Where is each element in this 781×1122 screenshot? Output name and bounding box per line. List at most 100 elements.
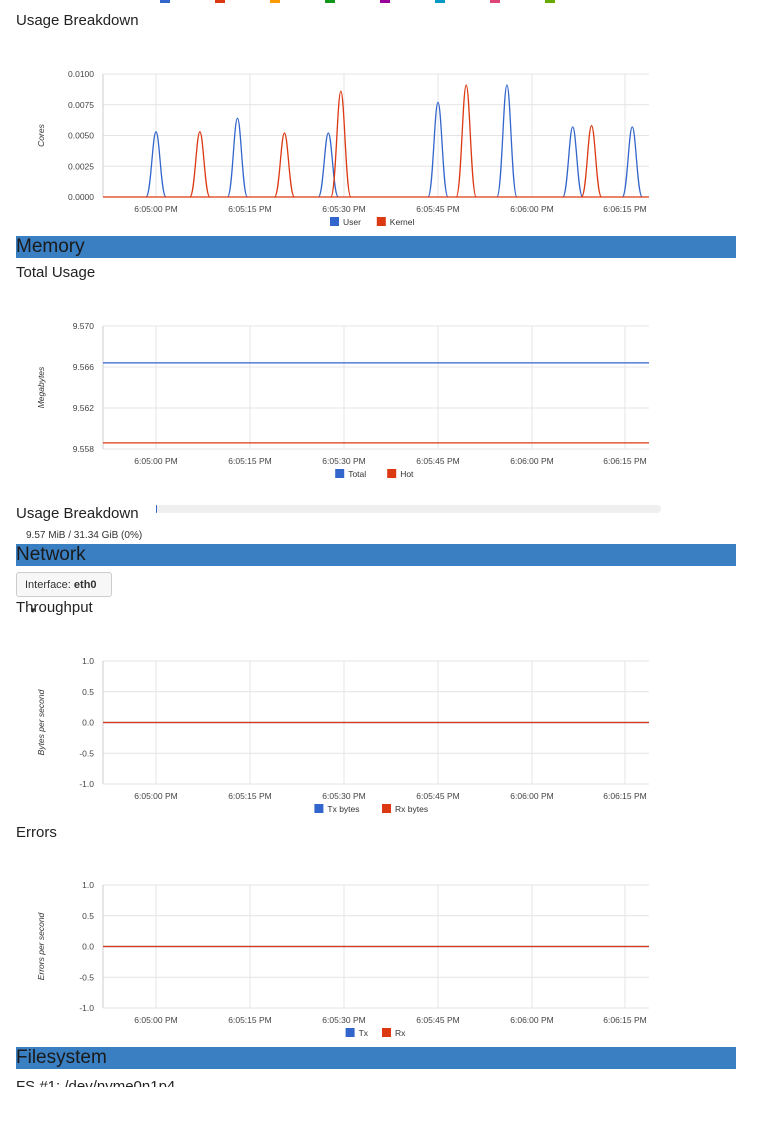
legend-swatch: [382, 1028, 391, 1037]
x-tick-label: 6:06:00 PM: [510, 204, 553, 214]
series-peak-user: [621, 126, 643, 198]
series-peak-kernel: [455, 84, 477, 198]
legend-swatch: [335, 469, 345, 478]
memory-section-title: Memory: [16, 236, 736, 258]
y-tick-label: 1.0: [82, 656, 94, 666]
series-peak-kernel: [189, 131, 211, 198]
x-tick-label: 6:05:00 PM: [134, 791, 177, 801]
filesystem-fs-label: FS #1: /dev/nvme0n1p4: [16, 1078, 176, 1087]
legend-swatch: [325, 0, 336, 3]
y-tick-label: -0.5: [79, 972, 94, 982]
legend-label: Total: [348, 469, 366, 479]
legend-swatch: [545, 0, 556, 3]
legend-core-5: Core 5: [435, 0, 476, 3]
legend-core-3: Core 3: [325, 0, 366, 3]
y-tick-label: 9.566: [73, 362, 95, 372]
y-tick-label: -1.0: [79, 1003, 94, 1013]
legend-label: Hot: [400, 469, 414, 479]
x-tick-label: 6:06:15 PM: [603, 456, 646, 466]
memory-total-usage-heading: Total Usage: [16, 264, 96, 281]
legend-label: Tx bytes: [327, 804, 359, 814]
x-tick-label: 6:05:30 PM: [322, 791, 365, 801]
y-tick-label: 0.0100: [68, 69, 94, 79]
legend-label: Core 6: [504, 0, 531, 2]
interface-dropdown[interactable]: Interface: eth0 ▼: [16, 572, 112, 615]
legend-core-0: Core 0: [160, 0, 201, 3]
legend-swatch: [435, 0, 446, 3]
x-tick-label: 6:06:15 PM: [603, 791, 646, 801]
cpu-usage-breakdown-heading: Usage Breakdown: [16, 12, 139, 29]
legend-label: Core 7: [559, 0, 586, 2]
series-peak-kernel: [273, 132, 296, 198]
x-tick-label: 6:05:15 PM: [228, 1015, 271, 1025]
network-throughput-chart: 1.0 0.5 0.0 -0.5 -1.0 6:05:00 PM 6:05:15 PM 6:0…: [36, 656, 649, 814]
series-peak-user: [496, 84, 518, 198]
series-peak-user: [145, 131, 167, 198]
x-tick-label: 6:05:30 PM: [322, 456, 365, 466]
x-tick-label: 6:06:00 PM: [510, 456, 553, 466]
y-tick-label: 9.558: [73, 444, 95, 454]
series-peak-user: [562, 126, 584, 198]
x-tick-label: 6:05:15 PM: [228, 791, 271, 801]
caret-down-icon: ▼: [29, 606, 37, 615]
legend-label: Core 4: [394, 0, 421, 2]
legend-core-6: Core 6: [490, 0, 531, 3]
legend-swatch: [376, 217, 386, 226]
x-tick-label: 6:06:00 PM: [510, 1015, 553, 1025]
series-peak-kernel: [330, 90, 352, 198]
cpu-core-legend: Core 0 Core 1 Core 2 Core 3 Core 4 Core 5 Core…: [160, 0, 600, 4]
interface-label: Interface:: [25, 579, 71, 591]
legend-label: Core 3: [339, 0, 366, 2]
y-tick-label: 9.562: [73, 403, 95, 413]
y-axis-label: Errors per second: [36, 912, 46, 980]
x-tick-label: 6:05:45 PM: [416, 1015, 459, 1025]
y-tick-label: 9.570: [73, 321, 95, 331]
memory-usage-progress: [156, 505, 661, 513]
x-tick-label: 6:05:00 PM: [134, 1015, 177, 1025]
y-tick-label: 1.0: [82, 880, 94, 890]
x-tick-label: 6:05:00 PM: [134, 456, 177, 466]
network-errors-chart: 1.0 0.5 0.0 -0.5 -1.0 6:05:00 PM 6:05:15 PM 6:0…: [36, 880, 649, 1038]
y-tick-label: 0.0: [82, 718, 94, 728]
x-tick-label: 6:06:00 PM: [510, 791, 553, 801]
y-tick-label: 0.0000: [68, 192, 94, 202]
series-peak-kernel: [580, 125, 603, 198]
legend-label: Core 2: [284, 0, 311, 2]
y-axis-label: Megabytes: [36, 366, 46, 408]
memory-usage-breakdown-heading: Usage Breakdown: [16, 505, 139, 522]
memory-usage-text: 9.57 MiB / 31.34 GiB (0%): [26, 530, 143, 541]
y-tick-label: -0.5: [79, 748, 94, 758]
legend-label: Tx: [359, 1028, 369, 1038]
legend-core-2: Core 2: [270, 0, 311, 3]
network-section-title: Network: [16, 544, 736, 566]
legend-core-1: Core 1: [215, 0, 256, 3]
legend-swatch: [314, 804, 324, 813]
filesystem-section-title: Filesystem: [16, 1047, 736, 1069]
x-tick-label: 6:06:15 PM: [603, 1015, 646, 1025]
legend-swatch: [330, 217, 339, 226]
legend-label: Core 5: [449, 0, 476, 2]
y-tick-label: 0.0050: [68, 131, 94, 141]
x-tick-label: 6:05:30 PM: [322, 204, 365, 214]
legend-swatch: [345, 1028, 355, 1037]
y-axis-label: Bytes per second: [36, 689, 46, 755]
legend-label: Core 1: [229, 0, 256, 2]
legend-swatch: [490, 0, 501, 3]
x-tick-label: 6:05:45 PM: [416, 456, 459, 466]
legend-label: Kernel: [390, 217, 415, 227]
cpu-usage-chart: 0.0100 0.0075 0.0050 0.0025 0.0000 6:05:00 PM…: [36, 69, 649, 227]
legend-swatch: [382, 804, 391, 813]
series-peak-user: [427, 101, 449, 198]
legend-label: Rx bytes: [395, 804, 428, 814]
y-tick-label: 0.0025: [68, 161, 94, 171]
legend-label: Core 0: [174, 0, 201, 2]
x-tick-label: 6:05:15 PM: [228, 456, 271, 466]
legend-swatch: [270, 0, 281, 3]
x-tick-label: 6:05:15 PM: [228, 204, 271, 214]
network-errors-heading: Errors: [16, 824, 57, 841]
x-tick-label: 6:05:45 PM: [416, 204, 459, 214]
network-throughput-heading: Throughput: [16, 599, 93, 616]
memory-total-chart: 9.570 9.566 9.562 9.558 6:05:00 PM 6:05:15 PM…: [36, 321, 649, 479]
y-tick-label: 0.0: [82, 942, 94, 952]
interface-value: eth0: [73, 579, 97, 591]
